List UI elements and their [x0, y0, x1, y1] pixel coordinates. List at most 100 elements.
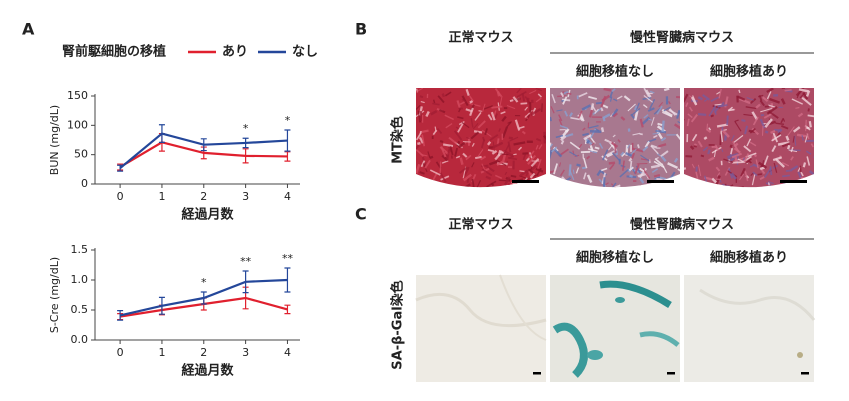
- texture: [471, 178, 475, 188]
- texture: [586, 155, 591, 160]
- texture: [786, 144, 791, 150]
- panel-label: A: [22, 20, 35, 39]
- texture: [782, 174, 790, 178]
- texture: [501, 126, 509, 139]
- texture: [608, 182, 617, 188]
- texture: [416, 163, 421, 174]
- texture: [530, 157, 540, 167]
- texture: [755, 159, 759, 169]
- texture: [790, 146, 794, 153]
- texture: [706, 123, 709, 131]
- texture: [726, 186, 731, 188]
- texture: [437, 95, 445, 104]
- texture: [491, 105, 503, 109]
- texture: [477, 120, 486, 129]
- texture: [643, 94, 654, 103]
- texture: [708, 127, 712, 131]
- texture: [477, 149, 484, 158]
- texture: [759, 118, 766, 129]
- texture: [759, 176, 765, 181]
- texture: [417, 186, 426, 188]
- texture: [744, 171, 749, 182]
- sub-header: 細胞移植あり: [710, 64, 788, 80]
- texture: [512, 96, 519, 103]
- texture: [806, 133, 810, 140]
- texture: [581, 104, 591, 111]
- y-tick-label: 1.5: [71, 243, 89, 256]
- scale-bar: [512, 180, 539, 183]
- texture: [730, 172, 737, 180]
- texture: [535, 88, 542, 92]
- x-tick-label: 1: [158, 346, 165, 359]
- texture: [459, 157, 464, 165]
- texture: [550, 143, 554, 149]
- texture: [743, 153, 750, 163]
- texture: [805, 90, 811, 97]
- texture: [529, 89, 537, 95]
- texture: [470, 131, 480, 140]
- texture: [486, 141, 492, 146]
- texture: [518, 146, 523, 151]
- texture: [434, 126, 437, 133]
- texture: [677, 120, 680, 126]
- texture: [726, 152, 739, 159]
- texture: [440, 175, 450, 181]
- texture: [535, 144, 539, 150]
- texture: [431, 172, 438, 183]
- texture: [497, 149, 502, 157]
- texture: [749, 141, 757, 147]
- panel-label: B: [355, 20, 367, 39]
- error-bar: [284, 267, 291, 293]
- x-tick-label: 0: [117, 346, 124, 359]
- texture: [745, 106, 757, 110]
- texture: [550, 106, 555, 114]
- texture: [458, 166, 468, 174]
- texture: [522, 154, 527, 161]
- texture: [458, 108, 461, 113]
- texture: [494, 113, 498, 120]
- texture: [700, 154, 705, 158]
- texture: [798, 88, 809, 93]
- texture: [518, 186, 529, 188]
- texture: [465, 108, 473, 113]
- significance: *: [285, 114, 291, 127]
- texture: [726, 115, 729, 126]
- texture: [490, 111, 496, 121]
- texture: [636, 144, 640, 149]
- texture: [767, 182, 770, 186]
- texture: [730, 135, 735, 141]
- texture: [629, 160, 633, 170]
- texture: [697, 96, 703, 101]
- texture: [461, 121, 470, 129]
- texture: [613, 143, 617, 153]
- texture: [685, 102, 689, 107]
- texture: [718, 88, 722, 99]
- texture: [481, 168, 493, 177]
- texture: [491, 149, 498, 155]
- texture: [795, 106, 800, 109]
- texture: [703, 136, 708, 140]
- texture: [438, 108, 446, 114]
- sub-header: 細胞移植あり: [710, 250, 788, 266]
- texture: [806, 156, 811, 166]
- texture: [629, 174, 634, 178]
- texture: [555, 186, 563, 188]
- texture: [513, 153, 517, 156]
- texture: [635, 102, 640, 112]
- texture: [517, 186, 523, 188]
- texture: [550, 183, 552, 188]
- texture: [710, 96, 720, 103]
- texture: [609, 163, 615, 170]
- y-tick-label: 0.5: [71, 303, 89, 316]
- texture: [717, 104, 728, 108]
- texture: [752, 171, 758, 177]
- x-axis-label: 経過月数: [181, 207, 234, 223]
- texture: [751, 111, 759, 121]
- texture: [606, 152, 613, 158]
- texture: [609, 91, 614, 99]
- texture: [730, 147, 734, 155]
- texture: [555, 134, 564, 139]
- texture: [620, 116, 626, 121]
- texture: [746, 138, 752, 147]
- texture: [634, 163, 640, 174]
